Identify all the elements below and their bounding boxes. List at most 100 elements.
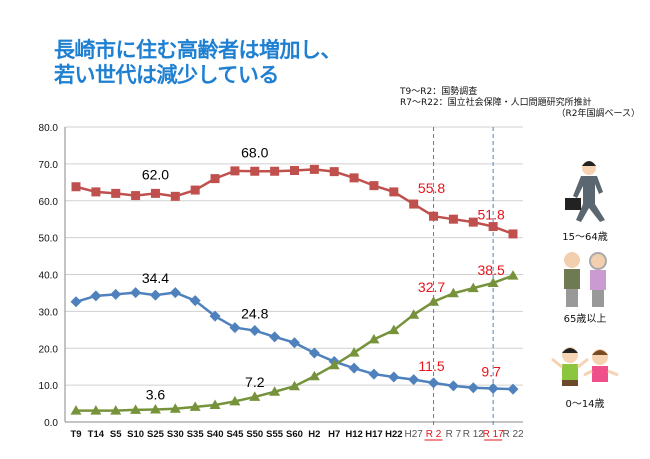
data-point-children <box>289 337 300 349</box>
data-point-children <box>90 290 102 302</box>
data-label: 9.7 <box>481 363 501 379</box>
data-label: 3.6 <box>146 386 166 402</box>
data-point-children <box>269 331 281 343</box>
legend-working: 15～64歳 <box>540 158 630 243</box>
x-tick-label: H7 <box>328 429 340 440</box>
x-tick-label: T9 <box>70 429 81 440</box>
legend-elderly: 65歳以上 <box>540 250 630 325</box>
data-point-working <box>508 229 518 239</box>
y-tick-label: 50.0 <box>39 234 59 245</box>
source-note: T9～R2：国勢調査 R7～R22：国立社会保障・人口問題研究所推計 （R2年国… <box>400 87 640 120</box>
legend-elderly-label: 65歳以上 <box>563 314 607 325</box>
y-tick-label: 10.0 <box>39 381 59 392</box>
data-point-working <box>190 185 200 195</box>
data-label: 34.4 <box>142 270 169 286</box>
data-point-working <box>170 191 180 201</box>
data-label: 24.8 <box>241 306 268 322</box>
data-label: 32.7 <box>418 279 445 295</box>
y-tick-label: 80.0 <box>39 123 59 134</box>
data-point-working <box>150 188 160 198</box>
data-point-children <box>487 382 499 394</box>
x-tick-label: H12 <box>345 429 362 440</box>
legend-working-label: 15～64歳 <box>562 232 608 243</box>
children-icon <box>551 347 619 386</box>
data-point-elderly <box>308 370 320 381</box>
legend-children: 0～14歳 <box>540 345 630 410</box>
x-tick-label: H27 <box>405 429 424 440</box>
data-point-working <box>210 174 220 184</box>
data-point-working <box>329 167 339 177</box>
x-tick-label: S60 <box>286 429 303 440</box>
data-point-children <box>408 374 420 386</box>
x-tick-label: R 22 <box>502 429 524 440</box>
legend-children-label: 0～14歳 <box>565 399 605 410</box>
x-tick-label: H17 <box>365 429 382 440</box>
data-point-children <box>249 325 261 337</box>
data-point-children <box>467 382 479 394</box>
data-point-children <box>110 288 122 300</box>
data-point-working <box>250 166 260 176</box>
data-point-children <box>229 322 241 334</box>
data-label: 51.8 <box>478 207 505 223</box>
page-title: 長崎市に住む高齢者は増加し、 若い世代は減少している <box>54 38 342 88</box>
elderly-couple-icon <box>564 252 607 307</box>
y-tick-label: 60.0 <box>39 197 59 208</box>
data-point-children <box>70 296 82 308</box>
data-label: 55.8 <box>418 180 445 196</box>
data-point-elderly <box>249 391 261 401</box>
y-tick-label: 20.0 <box>39 344 59 355</box>
data-point-children <box>348 362 360 374</box>
data-point-working <box>389 187 399 197</box>
x-tick-label: R 7 <box>446 429 462 440</box>
y-tick-label: 0.0 <box>44 418 58 429</box>
data-point-elderly <box>70 405 82 415</box>
data-point-elderly <box>388 324 400 335</box>
data-point-working <box>468 217 478 227</box>
x-tick-label: R 2 <box>426 429 442 440</box>
data-point-elderly <box>189 401 201 411</box>
data-point-working <box>429 211 439 221</box>
x-tick-label: S30 <box>167 429 184 440</box>
data-label: 62.0 <box>142 166 169 182</box>
data-point-working <box>448 214 458 224</box>
data-point-working <box>290 166 299 176</box>
source-line-2: R7～R22：国立社会保障・人口問題研究所推計 <box>400 98 592 108</box>
data-point-children <box>189 295 201 307</box>
title-line-1: 長崎市に住む高齢者は増加し、 <box>54 38 342 62</box>
data-point-children <box>130 287 142 299</box>
data-point-working <box>270 166 280 176</box>
x-tick-label: S25 <box>147 429 165 440</box>
y-tick-label: 30.0 <box>39 307 59 318</box>
data-point-working <box>409 199 419 209</box>
data-point-elderly <box>110 405 122 415</box>
data-point-elderly <box>348 347 360 357</box>
data-point-working <box>131 191 141 201</box>
data-point-children <box>169 287 181 299</box>
data-point-elderly <box>169 403 181 413</box>
x-tick-label: H22 <box>385 429 402 440</box>
y-tick-label: 70.0 <box>39 160 59 171</box>
data-point-working <box>488 222 498 232</box>
x-tick-label: S50 <box>246 429 263 440</box>
data-point-children <box>209 310 221 322</box>
data-label: 38.5 <box>478 262 505 278</box>
data-point-elderly <box>269 386 281 396</box>
data-point-elderly <box>467 282 479 293</box>
data-point-elderly <box>487 277 499 287</box>
data-label: 7.2 <box>245 374 265 390</box>
data-label: 11.5 <box>418 358 444 374</box>
title-line-2: 若い世代は減少している <box>54 63 279 87</box>
data-point-children <box>149 289 161 301</box>
data-point-elderly <box>507 270 519 280</box>
data-point-children <box>388 371 400 383</box>
x-tick-label: H2 <box>308 429 320 440</box>
data-label: 68.0 <box>241 144 268 160</box>
data-point-working <box>369 181 379 191</box>
data-point-children <box>428 377 440 389</box>
data-point-working <box>230 166 240 176</box>
data-point-working <box>71 182 81 192</box>
data-point-elderly <box>408 309 420 319</box>
y-tick-label: 40.0 <box>39 271 59 282</box>
